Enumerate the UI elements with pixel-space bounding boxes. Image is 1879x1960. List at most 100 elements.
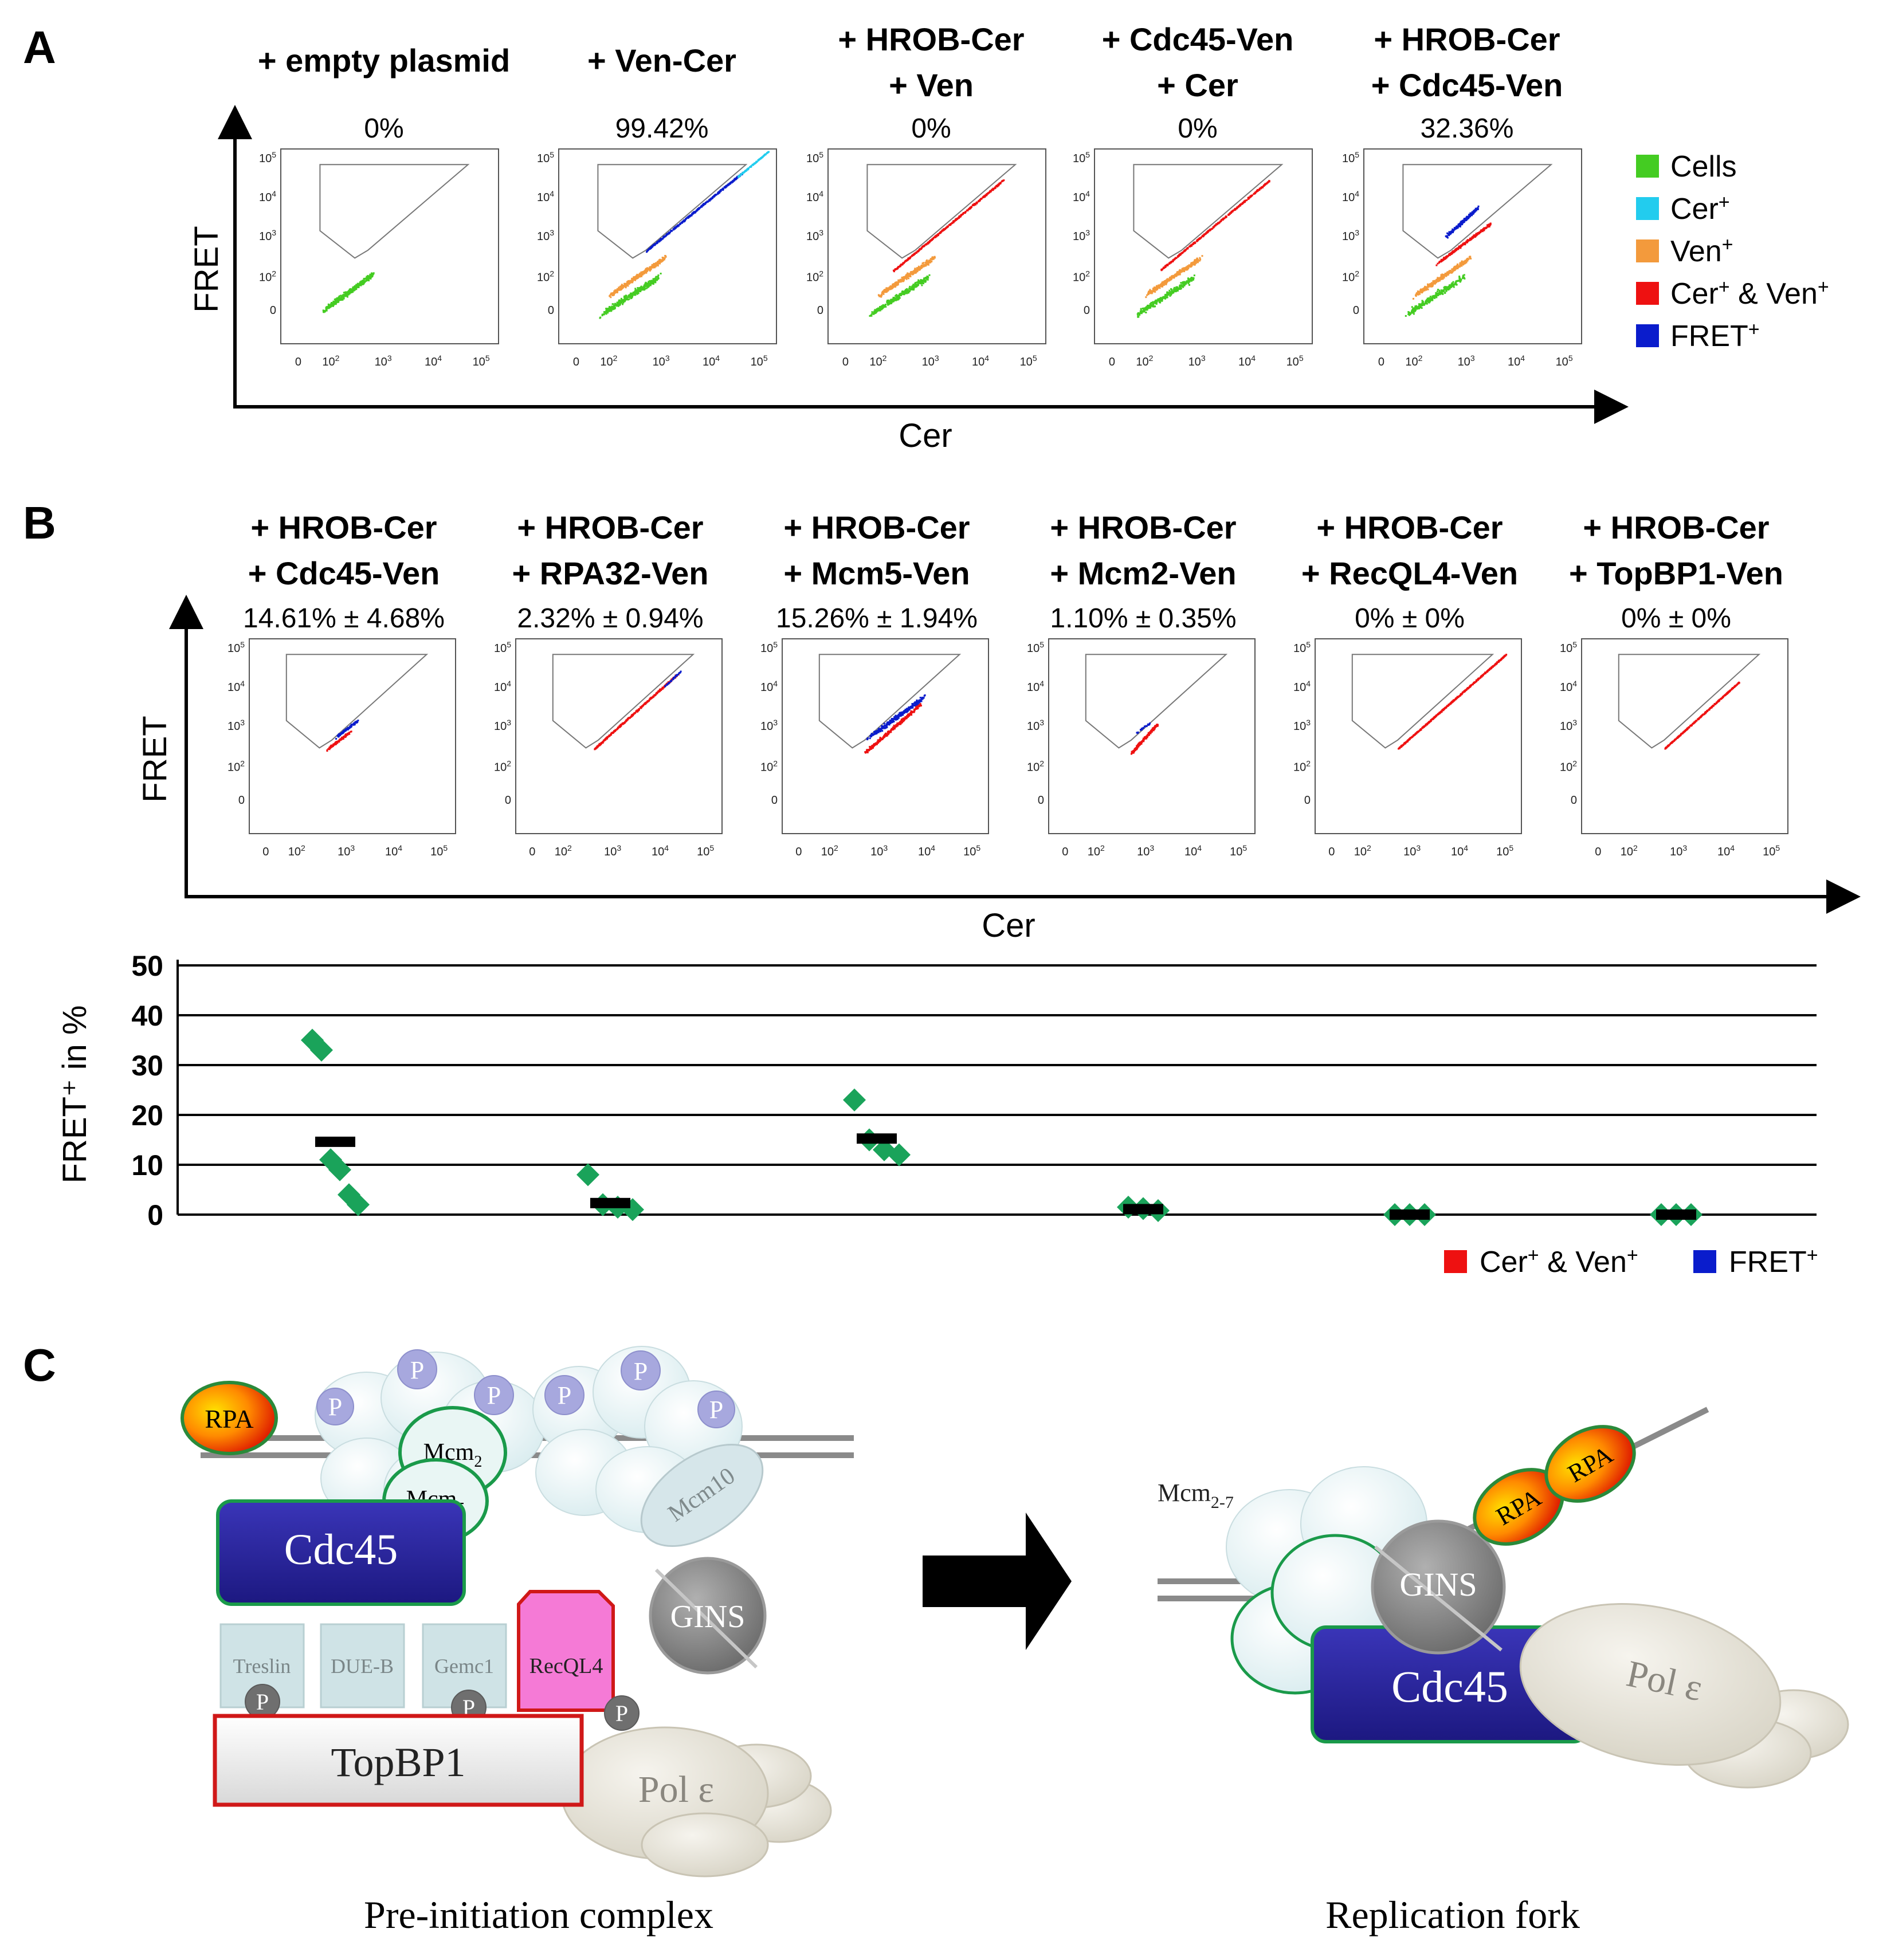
event-dot	[884, 291, 886, 293]
event-dot	[1180, 282, 1182, 284]
event-dot	[1431, 297, 1434, 299]
event-dot	[1164, 280, 1166, 282]
flow-y-tick: 102	[537, 269, 554, 284]
event-dot	[325, 308, 328, 311]
event-dot	[1186, 267, 1188, 269]
event-dot	[1171, 290, 1174, 293]
event-dot	[1445, 288, 1447, 290]
event-dot	[1419, 293, 1421, 295]
event-dot	[1431, 285, 1433, 288]
event-dot	[1446, 274, 1448, 276]
event-dot	[1446, 235, 1448, 237]
event-dot	[1256, 190, 1258, 192]
event-dot	[923, 264, 925, 266]
event-dot	[1464, 262, 1466, 265]
event-dot	[1468, 214, 1470, 216]
event-dot	[1429, 284, 1431, 286]
event-dot	[1177, 272, 1179, 274]
event-dot	[1179, 270, 1182, 273]
event-dot	[1178, 270, 1180, 272]
event-dot	[1422, 289, 1425, 292]
event-dot	[1426, 298, 1428, 301]
event-dot	[356, 282, 359, 285]
event-dot	[1194, 264, 1196, 266]
event-dot	[1465, 219, 1468, 222]
event-dot	[1464, 260, 1466, 262]
event-dot	[904, 289, 907, 292]
event-dot	[657, 276, 659, 278]
event-dot	[1448, 289, 1450, 291]
event-dot	[1451, 252, 1453, 254]
event-dot	[919, 281, 921, 284]
event-dot	[952, 221, 955, 223]
event-dot	[1485, 227, 1487, 230]
event-dot	[644, 286, 646, 288]
event-dot	[892, 285, 894, 287]
event-dot	[759, 158, 762, 160]
flow-x-tick: 0	[842, 356, 849, 368]
event-dot	[915, 282, 917, 284]
event-dot	[1432, 280, 1434, 282]
event-dot	[624, 297, 626, 300]
event-dot	[1166, 281, 1168, 283]
event-dot	[1195, 260, 1198, 262]
event-dot	[1452, 250, 1454, 252]
legend-label: Cer+	[1670, 191, 1730, 226]
event-dot	[1146, 294, 1148, 296]
event-dot	[649, 247, 652, 249]
event-dot	[877, 307, 880, 309]
event-dot	[932, 237, 935, 239]
event-dot	[1194, 242, 1196, 245]
event-dot	[1249, 196, 1252, 198]
event-dot	[654, 278, 657, 281]
event-dot	[645, 269, 647, 271]
event-dot	[924, 264, 927, 266]
fret-gate	[1402, 164, 1553, 259]
event-dot	[366, 277, 368, 280]
event-dot	[753, 163, 755, 165]
event-dot	[1145, 307, 1147, 309]
event-dot	[1487, 226, 1489, 228]
flow-x-tick: 0	[295, 356, 301, 368]
event-dot	[921, 279, 924, 281]
event-dot	[696, 210, 698, 212]
event-dot	[636, 292, 638, 294]
event-dot	[627, 285, 629, 287]
event-dot	[1467, 216, 1469, 218]
event-dot	[1460, 264, 1462, 266]
event-dot	[1146, 308, 1148, 311]
event-dot	[335, 300, 337, 302]
event-dot	[1152, 303, 1155, 305]
event-dot	[896, 296, 898, 298]
event-dot	[1452, 270, 1454, 272]
event-dot	[736, 176, 739, 179]
event-dot	[683, 220, 685, 222]
event-dot	[1445, 273, 1448, 275]
event-dot	[637, 277, 639, 279]
event-dot	[644, 288, 646, 290]
event-dot	[900, 280, 903, 282]
event-dot	[676, 224, 678, 226]
event-dot	[912, 270, 914, 273]
event-dot	[1168, 262, 1171, 264]
event-dot	[642, 289, 644, 291]
event-dot	[1144, 309, 1147, 311]
event-dot	[1464, 277, 1466, 280]
event-dot	[367, 278, 370, 281]
event-dot	[1414, 306, 1417, 308]
event-dot	[1154, 286, 1156, 289]
event-dot	[911, 285, 913, 288]
event-dot	[1147, 307, 1149, 309]
event-dot	[1452, 229, 1454, 231]
event-dot	[645, 281, 647, 284]
event-dot	[1200, 236, 1202, 238]
event-dot	[912, 289, 915, 291]
event-dot	[366, 279, 368, 281]
event-dot	[370, 276, 372, 278]
event-dot	[602, 313, 604, 316]
flow-plot-frame	[280, 148, 499, 344]
event-dot	[1199, 238, 1201, 240]
event-dot	[686, 217, 688, 219]
event-dot	[662, 237, 664, 239]
event-dot	[963, 212, 966, 214]
